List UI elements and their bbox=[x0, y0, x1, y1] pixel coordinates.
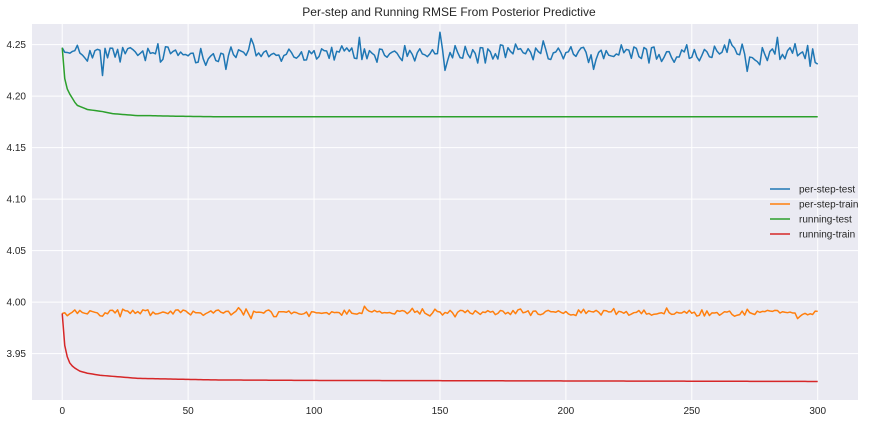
x-tick-label: 100 bbox=[306, 406, 323, 417]
y-tick-label: 4.15 bbox=[7, 143, 27, 154]
legend: per-step-test per-step-train running-test r… bbox=[770, 185, 858, 241]
y-tick-label: 4.05 bbox=[7, 246, 27, 257]
y-tick-label: 4.10 bbox=[7, 195, 27, 206]
x-tick-label: 0 bbox=[59, 406, 65, 417]
y-axis: 3.95 4.00 4.05 4.10 4.15 4.20 4.25 bbox=[7, 40, 27, 360]
legend-label-running-test: running-test bbox=[799, 215, 852, 226]
y-tick-label: 3.95 bbox=[7, 349, 27, 360]
x-tick-label: 150 bbox=[432, 406, 449, 417]
x-tick-label: 300 bbox=[809, 406, 826, 417]
x-axis: 0 50 100 150 200 250 300 bbox=[59, 406, 826, 417]
series-line-running-test bbox=[61, 47, 818, 118]
y-tick-label: 4.20 bbox=[7, 92, 27, 103]
x-tick-label: 250 bbox=[683, 406, 700, 417]
legend-label-per-step-test: per-step-test bbox=[799, 185, 855, 196]
x-tick-label: 200 bbox=[558, 406, 575, 417]
legend-label-per-step-train: per-step-train bbox=[799, 200, 858, 211]
y-tick-label: 4.00 bbox=[7, 298, 27, 309]
x-tick-label: 50 bbox=[183, 406, 195, 417]
series-line-per-step-test bbox=[61, 31, 819, 77]
grid bbox=[32, 24, 858, 400]
y-tick-label: 4.25 bbox=[7, 40, 27, 51]
legend-label-running-train: running-train bbox=[799, 230, 855, 241]
series-line-running-train bbox=[61, 313, 818, 383]
series-line-per-step-train bbox=[62, 305, 818, 320]
plot-background bbox=[32, 24, 858, 400]
chart-title: Per-step and Running RMSE From Posterior… bbox=[302, 5, 596, 19]
series-layer bbox=[61, 31, 819, 383]
